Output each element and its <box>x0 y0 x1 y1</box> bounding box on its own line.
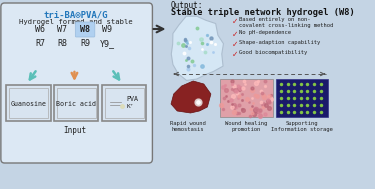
Text: W7: W7 <box>57 25 67 34</box>
Text: ✓: ✓ <box>232 30 238 39</box>
FancyBboxPatch shape <box>6 85 51 121</box>
Text: No pH-dependence: No pH-dependence <box>239 30 291 35</box>
Text: Guanosine: Guanosine <box>10 101 46 107</box>
FancyBboxPatch shape <box>75 22 95 37</box>
Text: tri-BA⊙PVA/G: tri-BA⊙PVA/G <box>44 10 108 19</box>
Text: ✓: ✓ <box>232 40 238 49</box>
FancyBboxPatch shape <box>57 88 96 118</box>
Text: Based entirely on non-
covalent cross-linking method: Based entirely on non- covalent cross-li… <box>239 17 333 28</box>
Text: Stable triple network hydrogel (W8): Stable triple network hydrogel (W8) <box>171 8 355 17</box>
Text: ✓: ✓ <box>232 50 238 59</box>
Text: Shape-adaption capability: Shape-adaption capability <box>239 40 321 45</box>
FancyBboxPatch shape <box>105 88 144 118</box>
Text: K⁺: K⁺ <box>127 104 134 108</box>
FancyBboxPatch shape <box>54 85 98 121</box>
Text: R8: R8 <box>57 39 67 48</box>
Text: Output:: Output: <box>171 1 203 10</box>
Text: W9: W9 <box>102 25 112 34</box>
Polygon shape <box>171 81 211 113</box>
Text: Boric acid: Boric acid <box>56 101 96 107</box>
Text: Wound healing
promotion: Wound healing promotion <box>225 121 267 132</box>
FancyBboxPatch shape <box>220 79 273 117</box>
FancyBboxPatch shape <box>1 3 152 163</box>
Text: Hydrogel formed and stable: Hydrogel formed and stable <box>20 19 133 25</box>
FancyBboxPatch shape <box>276 79 328 117</box>
Text: Supporting
Information storage: Supporting Information storage <box>271 121 333 132</box>
Text: Y9_: Y9_ <box>100 39 115 48</box>
Polygon shape <box>171 16 224 80</box>
FancyBboxPatch shape <box>102 85 146 121</box>
Text: R9: R9 <box>80 39 90 48</box>
Text: Rapid wound
hemostasis: Rapid wound hemostasis <box>170 121 206 132</box>
Text: R7: R7 <box>35 39 45 48</box>
FancyBboxPatch shape <box>9 88 48 118</box>
Text: W6: W6 <box>35 25 45 34</box>
Text: ✓: ✓ <box>232 17 238 26</box>
Text: Input: Input <box>63 126 86 135</box>
Text: PVA: PVA <box>127 96 139 102</box>
Text: W8: W8 <box>80 25 90 34</box>
Text: Good biocompatibility: Good biocompatibility <box>239 50 308 55</box>
